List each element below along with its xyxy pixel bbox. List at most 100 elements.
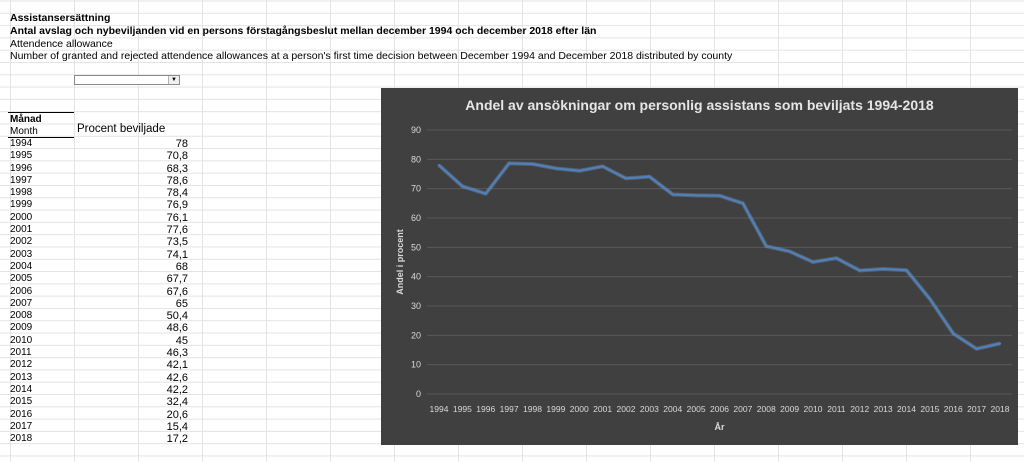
table-row[interactable]: 2008 50,4 [8, 310, 188, 322]
table-row[interactable]: 2014 42,2 [8, 384, 188, 396]
table-cell-year[interactable]: 2017 [10, 420, 33, 432]
y-tick-label: 10 [411, 360, 421, 370]
table-cell-year[interactable]: 1995 [10, 150, 33, 162]
table-row[interactable]: 1998 78,4 [8, 187, 188, 199]
table-row[interactable]: 2012 42,1 [8, 359, 188, 371]
table-cell-year[interactable]: 1998 [10, 187, 33, 199]
table-cell-percent[interactable]: 76,1 [166, 211, 188, 224]
table-row[interactable]: 2004 68 [8, 261, 188, 273]
data-point [858, 269, 861, 272]
table-cell-percent[interactable]: 78,6 [166, 174, 188, 187]
table-row[interactable]: 2010 45 [8, 335, 188, 347]
table-cell-percent[interactable]: 73,5 [166, 236, 188, 249]
table-row[interactable]: 2005 67,7 [8, 273, 188, 285]
table-row[interactable]: 2017 15,4 [8, 421, 188, 433]
table-cell-percent[interactable]: 42,1 [166, 359, 188, 372]
x-tick-label: 1998 [523, 404, 542, 414]
table-cell-year[interactable]: 2015 [10, 396, 33, 408]
table-cell-percent[interactable]: 50,4 [166, 310, 188, 323]
table-cell-year[interactable]: 2012 [10, 359, 33, 371]
data-point [601, 165, 604, 168]
table-cell-percent[interactable]: 45 [175, 334, 188, 347]
data-point [811, 260, 815, 264]
data-point [531, 162, 534, 166]
data-point [998, 342, 1002, 345]
table-row[interactable]: 2000 76,1 [8, 212, 188, 224]
table-cell-year[interactable]: 1997 [10, 174, 33, 186]
table-row[interactable]: 2002 73,5 [8, 236, 188, 248]
table-cell-year[interactable]: 2016 [10, 408, 33, 420]
table-cell-percent[interactable]: 77,6 [166, 224, 188, 237]
table-cell-year[interactable]: 2004 [10, 260, 33, 272]
table-cell-percent[interactable]: 46,3 [166, 347, 188, 360]
series-line-glow [437, 161, 1001, 351]
table-cell-percent[interactable]: 74,1 [166, 248, 188, 261]
table-cell-year[interactable]: 2002 [10, 236, 33, 248]
table-cell-year[interactable]: 1994 [10, 138, 33, 149]
table-cell-percent[interactable]: 42,2 [166, 383, 188, 396]
table-row[interactable]: 1999 76,9 [8, 199, 188, 211]
table-cell-year[interactable]: 2008 [10, 310, 33, 322]
table-cell-year[interactable]: 2005 [10, 273, 33, 285]
table-cell-year[interactable]: 2003 [10, 248, 33, 260]
table-row[interactable]: 2015 32,4 [8, 396, 188, 408]
table-cell-percent[interactable]: 70,8 [166, 150, 188, 163]
table-row[interactable]: 2018 17,2 [8, 433, 188, 445]
table-cell-percent[interactable]: 48,6 [166, 322, 188, 335]
table-cell-year[interactable]: 2006 [10, 285, 33, 297]
table-row[interactable]: 1997 78,6 [8, 175, 188, 187]
x-tick-label: 1996 [476, 404, 495, 414]
x-tick-label: 1994 [430, 404, 449, 414]
table-cell-percent[interactable]: 67,6 [166, 285, 188, 298]
table-cell-year[interactable]: 2009 [10, 322, 33, 334]
table-cell-percent[interactable]: 78,4 [166, 187, 188, 200]
table-cell-year[interactable]: 2014 [10, 383, 33, 395]
x-tick-label: 2006 [710, 404, 729, 414]
table-row[interactable]: 1996 68,3 [8, 163, 188, 175]
table-cell-year[interactable]: 2007 [10, 297, 33, 309]
table-row[interactable]: 2001 77,6 [8, 224, 188, 236]
table-cell-percent[interactable]: 68 [175, 260, 188, 273]
chart-title: Andel av ansökningar om personlig assist… [465, 97, 934, 113]
table-cell-percent[interactable]: 32,4 [166, 396, 188, 409]
table-cell-percent[interactable]: 67,7 [166, 273, 188, 286]
table-cell-year[interactable]: 1999 [10, 199, 33, 211]
x-tick-label: 1995 [453, 404, 472, 414]
table-cell-year[interactable]: 2013 [10, 371, 33, 383]
table-row[interactable]: 2011 46,3 [8, 347, 188, 359]
table-row[interactable]: 2006 67,6 [8, 286, 188, 298]
table-row[interactable]: 2013 42,6 [8, 372, 188, 384]
sheet-subtitle-en: Number of granted and rejected attendenc… [10, 50, 733, 62]
table-cell-year[interactable]: 2018 [10, 433, 33, 445]
dropdown-arrow-icon[interactable]: ▼ [168, 76, 179, 84]
table-cell-percent[interactable]: 42,6 [166, 371, 188, 384]
table-cell-year[interactable]: 1996 [10, 162, 33, 174]
table-row[interactable]: 2016 20,6 [8, 409, 188, 421]
line-chart: Andel av ansökningar om personlig assist… [395, 97, 1012, 432]
table-row[interactable]: 1994 78 [8, 138, 188, 150]
table-row[interactable]: 1995 70,8 [8, 150, 188, 162]
table-cell-percent[interactable]: 20,6 [166, 408, 188, 421]
filter-dropdown[interactable]: ▼ [74, 75, 180, 85]
table-cell-percent[interactable]: 17,2 [166, 433, 188, 446]
data-point [484, 192, 487, 195]
table-cell-percent[interactable]: 15,4 [166, 420, 188, 433]
table-cell-percent[interactable]: 78 [175, 138, 188, 150]
table-cell-year[interactable]: 2011 [10, 347, 32, 359]
table-cell-year[interactable]: 2001 [10, 224, 33, 236]
table-cell-year[interactable]: 2010 [10, 334, 33, 346]
y-axis-label: Andel i procent [395, 229, 405, 295]
table-cell-year[interactable]: 2000 [10, 211, 33, 223]
table-cell-percent[interactable]: 76,9 [166, 199, 188, 212]
table-row[interactable]: 2007 65 [8, 298, 188, 310]
chart-area[interactable]: Andel av ansökningar om personlig assist… [381, 88, 1018, 445]
table-cell-percent[interactable]: 68,3 [166, 162, 188, 175]
data-point [437, 164, 441, 167]
x-tick-label: 1999 [546, 404, 565, 414]
x-tick-label: 2002 [617, 404, 636, 414]
table-cell-percent[interactable]: 65 [175, 297, 188, 310]
table-row[interactable]: 2009 48,6 [8, 322, 188, 334]
table-row[interactable]: 2003 74,1 [8, 249, 188, 261]
data-point [835, 256, 838, 260]
data-point [507, 162, 511, 165]
